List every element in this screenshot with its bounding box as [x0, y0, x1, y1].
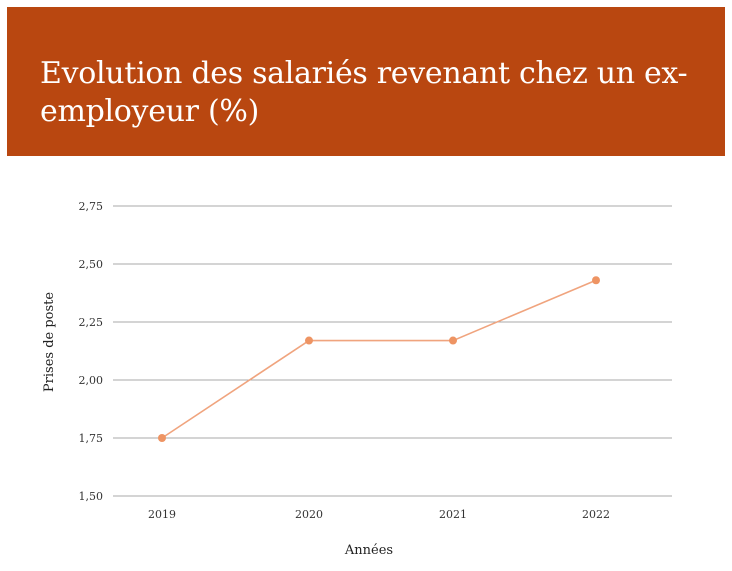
data-point: [449, 336, 457, 345]
y-axis-ticks: 1,50 1,75 2,00 2,25 2,50 2,75: [79, 200, 104, 503]
y-tick-label: 1,75: [79, 432, 104, 445]
title-banner: Evolution des salariés revenant chez un …: [7, 7, 725, 156]
x-tick-label: 2021: [439, 508, 467, 521]
series-layer: [158, 276, 600, 442]
data-point: [158, 434, 166, 442]
x-tick-label: 2020: [295, 508, 323, 521]
data-point: [305, 336, 313, 345]
x-axis-title: Années: [344, 543, 393, 558]
y-tick-label: 2,50: [79, 258, 104, 271]
y-tick-label: 2,75: [79, 200, 104, 213]
y-tick-label: 2,25: [79, 316, 104, 329]
y-tick-label: 2,00: [79, 374, 104, 387]
x-tick-label: 2022: [582, 508, 610, 521]
data-point: [592, 276, 600, 285]
series-line: [161, 279, 597, 439]
gridlines: [113, 205, 672, 497]
y-axis-title: Prises de poste: [42, 292, 57, 392]
x-axis-ticks: 2019 2020 2021 2022: [148, 508, 610, 521]
chart-title: Evolution des salariés revenant chez un …: [40, 56, 688, 129]
y-tick-label: 1,50: [79, 490, 104, 503]
x-tick-label: 2019: [148, 508, 176, 521]
